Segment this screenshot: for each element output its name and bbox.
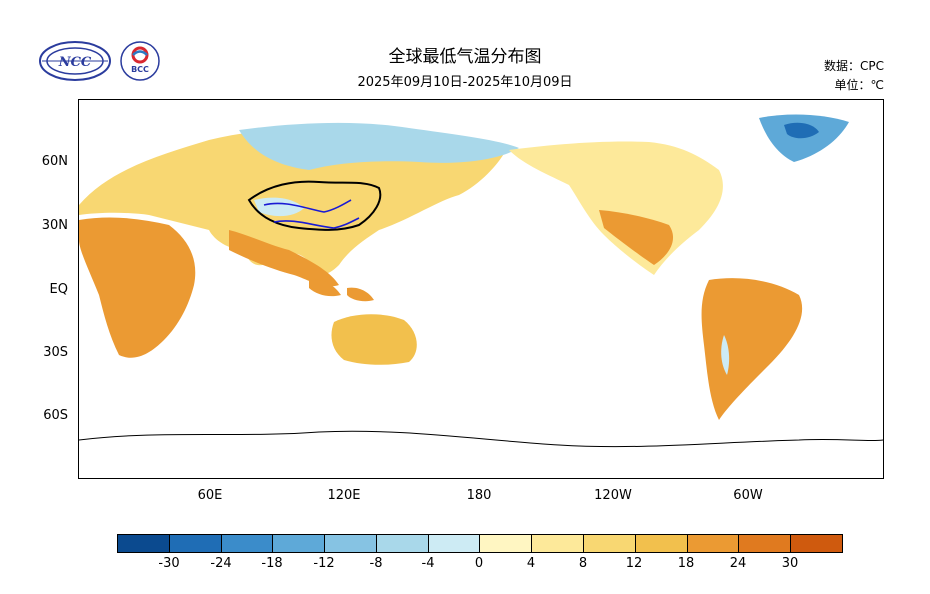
svg-text:BCC: BCC <box>131 65 149 74</box>
colorbar-swatch <box>221 535 274 552</box>
colorbar-swatch <box>532 535 585 552</box>
colorbar-swatch <box>480 535 533 552</box>
colorbar-label: -24 <box>210 556 232 571</box>
yangtze-river <box>273 217 360 229</box>
greenland-core <box>784 122 819 139</box>
map-subtitle: 2025年09月10日-2025年10月09日 <box>357 75 573 90</box>
lon-label-120w: 120W <box>594 488 632 503</box>
greenland-landmass <box>759 114 849 162</box>
south-america-landmass <box>701 278 803 420</box>
colorbar-swatch <box>635 535 688 552</box>
svg-text:NCC: NCC <box>58 55 92 70</box>
tibet-cold-area <box>254 197 304 217</box>
north-america-landmass <box>509 141 723 275</box>
south-asia-hot-area <box>229 230 339 287</box>
data-source: 数据：CPC <box>824 59 884 73</box>
colorbar-label: -4 <box>421 556 435 571</box>
bcc-logo: BCC <box>118 40 162 82</box>
colorbar-swatch <box>118 535 170 552</box>
colorbar-label: 0 <box>474 556 484 571</box>
africa-landmass <box>79 217 196 358</box>
lon-label-60w: 60W <box>733 488 763 503</box>
colorbar-swatch <box>273 535 326 552</box>
colorbar-swatch <box>325 535 377 552</box>
colorbar-label: 4 <box>526 556 536 571</box>
unit-label: 单位：℃ <box>834 78 884 92</box>
colorbar-swatch <box>687 535 740 552</box>
lat-label-60n: 60N <box>41 154 68 169</box>
lon-label-180: 180 <box>466 488 492 503</box>
antarctica-coastline <box>79 430 883 448</box>
lon-label-120e: 120E <box>327 488 361 503</box>
colorbar-label: -30 <box>158 556 180 571</box>
colorbar-label: -18 <box>261 556 283 571</box>
colorbar-label: -8 <box>369 556 383 571</box>
colorbar-label: -12 <box>313 556 335 571</box>
colorbar-swatch <box>376 535 429 552</box>
maritime-asia <box>309 279 374 302</box>
lon-label-60e: 60E <box>197 488 223 503</box>
colorbar-swatch <box>791 535 842 552</box>
yellow-river <box>263 199 352 213</box>
colorbar-swatch <box>584 535 636 552</box>
lat-label-30s: 30S <box>43 345 68 360</box>
colorbar-label: 24 <box>729 556 747 571</box>
colorbar-label: 12 <box>625 556 643 571</box>
colorbar-swatch <box>428 535 481 552</box>
colorbar-label: 18 <box>677 556 695 571</box>
colorbar-swatch <box>739 535 792 552</box>
world-map <box>78 99 884 479</box>
lat-label-30n: 30N <box>41 218 68 233</box>
map-title: 全球最低气温分布图 <box>388 47 542 67</box>
us-southeast-warm <box>599 210 674 265</box>
colorbar-label: 30 <box>781 556 799 571</box>
lat-label-eq: EQ <box>49 282 68 297</box>
colorbar-label: 8 <box>578 556 588 571</box>
ncc-logo: NCC <box>38 40 112 82</box>
lat-label-60s: 60S <box>43 408 68 423</box>
andes-cool-strip <box>721 335 730 375</box>
colorbar <box>117 534 843 553</box>
australia-landmass <box>331 314 417 365</box>
map-svg <box>79 114 883 448</box>
eurasia-landmass <box>79 127 509 275</box>
siberia-cold-area <box>239 122 519 170</box>
colorbar-swatch <box>169 535 222 552</box>
china-boundary <box>247 180 382 231</box>
